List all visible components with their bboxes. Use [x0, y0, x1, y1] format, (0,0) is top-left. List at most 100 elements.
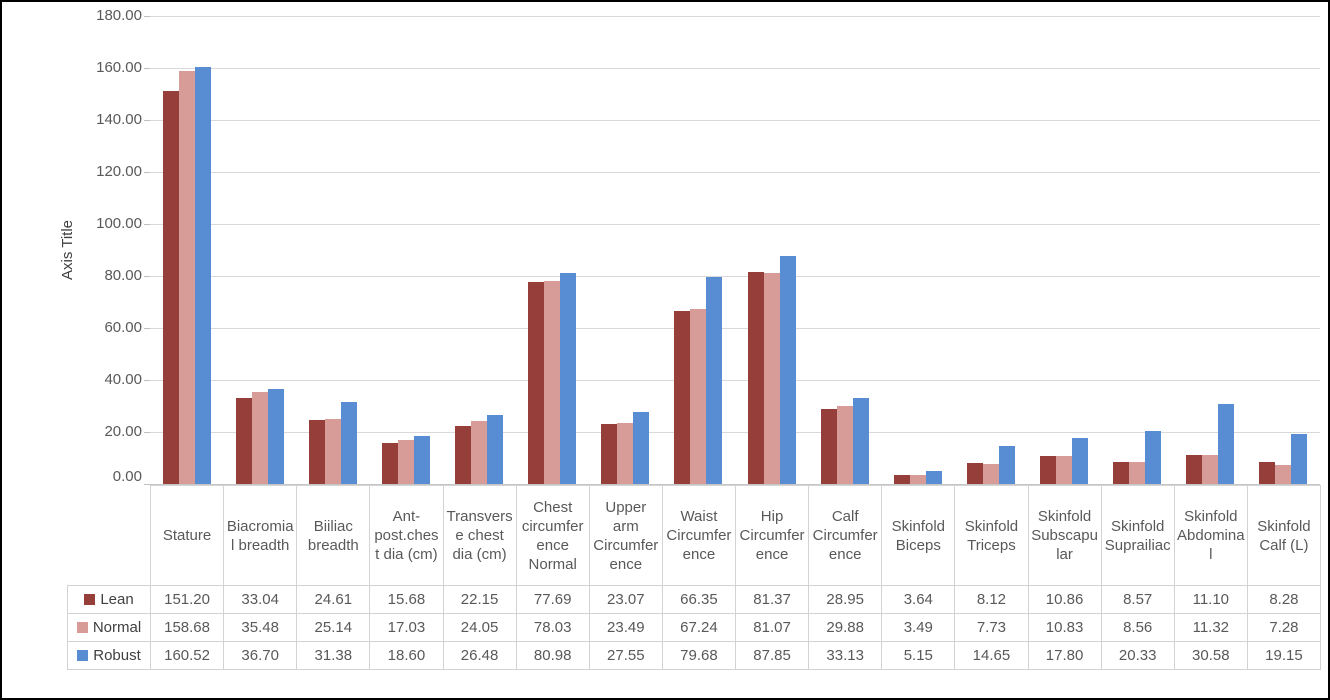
y-axis-tick — [144, 120, 150, 121]
bar-robust-11 — [998, 445, 1015, 484]
table-value-cell: 87.85 — [734, 641, 810, 670]
table-value-cell: 8.12 — [954, 585, 1029, 614]
table-value-cell: 81.07 — [734, 613, 810, 642]
table-value-cell: 67.24 — [661, 613, 737, 642]
bar-lean-15 — [1259, 462, 1276, 484]
category-header-cell-6: Upper arm Circumference — [588, 485, 663, 586]
bar-robust-2 — [340, 402, 357, 484]
table-value-cell: 10.86 — [1027, 585, 1102, 614]
bar-robust-5 — [560, 273, 577, 484]
y-axis-tick-label: 0.00 — [112, 468, 142, 485]
table-value-cell: 14.65 — [954, 641, 1029, 670]
bar-lean-9 — [820, 408, 837, 484]
data-table: Stature Biacromial breadth Biiliac breadth… — [67, 485, 1322, 670]
table-value-cell: 29.88 — [808, 613, 883, 642]
bar-lean-14 — [1186, 455, 1203, 484]
bar-normal-8 — [763, 273, 780, 484]
legend-cell-lean: Lean — [67, 585, 151, 614]
y-axis-tick-label: 80.00 — [104, 267, 142, 284]
table-value-cell: 8.57 — [1100, 585, 1175, 614]
category-header-cell-8: Hip Circumference — [734, 485, 810, 586]
bar-lean-8 — [747, 272, 764, 484]
table-value-cell: 81.37 — [734, 585, 810, 614]
bar-lean-12 — [1040, 455, 1057, 484]
y-axis-tick-label: 60.00 — [104, 319, 142, 336]
y-axis-tick-label: 120.00 — [96, 163, 142, 180]
bar-lean-1 — [235, 398, 252, 484]
bar-normal-12 — [1056, 455, 1073, 484]
table-value-cell: 5.15 — [881, 641, 956, 670]
table-value-cell: 35.48 — [223, 613, 298, 642]
category-header-cell-7: Waist Circumference — [661, 485, 737, 586]
gridline — [150, 432, 1320, 433]
y-axis-tick-label: 160.00 — [96, 59, 142, 76]
table-value-cell: 8.28 — [1246, 585, 1322, 614]
table-value-cell: 33.13 — [808, 641, 883, 670]
table-value-cell: 17.80 — [1027, 641, 1102, 670]
bar-normal-4 — [471, 421, 488, 484]
table-value-cell: 28.95 — [808, 585, 883, 614]
bar-normal-5 — [544, 281, 561, 484]
table-value-cell: 18.60 — [369, 641, 444, 670]
category-header-cell-10: Skinfold Biceps — [881, 485, 956, 586]
bar-robust-14 — [1218, 404, 1235, 484]
bar-lean-3 — [381, 443, 398, 484]
table-value-cell: 7.28 — [1246, 613, 1322, 642]
legend-label: Robust — [93, 647, 141, 664]
bar-normal-3 — [397, 439, 414, 484]
table-value-cell: 36.70 — [223, 641, 298, 670]
y-axis-tick-label: 100.00 — [96, 215, 142, 232]
bar-normal-6 — [617, 422, 634, 484]
bar-robust-3 — [413, 435, 430, 484]
bar-robust-10 — [925, 470, 942, 484]
table-row-robust: Robust 160.52 36.70 31.38 18.60 26.48 80.98 27.… — [67, 641, 1322, 670]
y-axis-tick-label: 140.00 — [96, 111, 142, 128]
bar-lean-2 — [308, 420, 325, 484]
bar-lean-11 — [966, 462, 983, 484]
category-header-row: Stature Biacromial breadth Biiliac breadth… — [68, 485, 1322, 586]
y-axis-tick — [144, 16, 150, 17]
bar-normal-13 — [1129, 461, 1146, 484]
legend-swatch-lean — [84, 594, 96, 605]
y-axis-tick — [144, 68, 150, 69]
y-axis-tick — [144, 276, 150, 277]
table-value-cell: 23.49 — [588, 613, 663, 642]
table-value-cell: 77.69 — [515, 585, 590, 614]
bar-robust-9 — [852, 397, 869, 484]
table-row-normal: Normal 158.68 35.48 25.14 17.03 24.05 78.03 23.… — [67, 613, 1322, 642]
bar-robust-15 — [1291, 434, 1308, 484]
bar-normal-14 — [1202, 454, 1219, 484]
table-value-cell: 3.64 — [881, 585, 956, 614]
legend-swatch-normal — [76, 622, 88, 633]
table-value-cell: 160.52 — [149, 641, 225, 670]
gridline — [150, 120, 1320, 121]
table-value-cell: 66.35 — [661, 585, 737, 614]
y-axis-tick — [144, 328, 150, 329]
bar-lean-0 — [162, 90, 179, 484]
table-value-cell: 30.58 — [1173, 641, 1248, 670]
y-axis-tick — [144, 172, 150, 173]
gridline — [150, 172, 1320, 173]
bar-normal-7 — [690, 309, 707, 484]
table-value-cell: 22.15 — [442, 585, 517, 614]
legend-label: Normal — [92, 619, 142, 636]
category-header-cell-13: Skinfold Suprailiac — [1100, 485, 1175, 586]
gridline — [150, 276, 1320, 277]
table-value-cell: 20.33 — [1100, 641, 1175, 670]
y-axis-tick — [144, 432, 150, 433]
table-value-cell: 10.83 — [1027, 613, 1102, 642]
table-value-cell: 7.73 — [954, 613, 1029, 642]
table-value-cell: 17.03 — [369, 613, 444, 642]
legend-cell-normal: Normal — [67, 613, 151, 642]
bar-normal-15 — [1275, 465, 1292, 484]
category-header-cell-14: Skinfold Abdominal — [1173, 485, 1248, 586]
table-value-cell: 25.14 — [296, 613, 371, 642]
legend-swatch-robust — [77, 650, 89, 661]
table-value-cell: 151.20 — [149, 585, 225, 614]
category-header-cell-4: Transverse chest dia (cm) — [442, 485, 517, 586]
category-header-cell-3: Ant-post.chest dia (cm) — [369, 485, 444, 586]
bar-lean-10 — [893, 474, 910, 484]
bar-lean-13 — [1113, 461, 1130, 484]
bar-normal-10 — [909, 474, 926, 484]
table-row-lean: Lean 151.20 33.04 24.61 15.68 22.15 77.69 23.07… — [67, 585, 1322, 614]
